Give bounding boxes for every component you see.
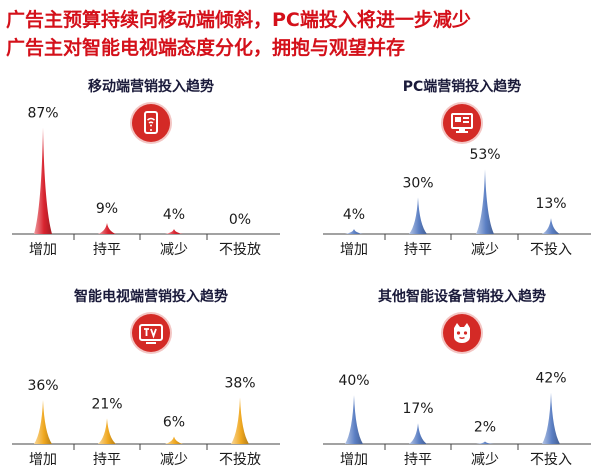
bar-mark (34, 400, 52, 444)
data-label: 9% (96, 201, 118, 217)
bar-mark (345, 229, 363, 234)
category-label: 增加 (29, 242, 57, 258)
category-label: 增加 (340, 452, 368, 468)
data-label: 36% (27, 378, 58, 394)
robot-icon (443, 314, 481, 352)
smartphone-icon (132, 104, 170, 142)
category-label: 增加 (29, 452, 57, 468)
category-label: 减少 (471, 242, 499, 258)
category-label: 不投入 (530, 242, 572, 258)
category-label: 减少 (160, 452, 188, 468)
category-label: 不投放 (219, 452, 261, 468)
bar-mark (476, 441, 494, 444)
mobile-panel: 移动端营销投入趋势 87% 增加 9% 持平 4% 减少 0% 不投放 (6, 76, 296, 262)
other-devices-chart-title: 其他智能设备营销投入趋势 (378, 289, 546, 305)
bar-mark (409, 423, 427, 444)
headline-line-2: 广告主对智能电视端态度分化，拥抱与观望并存 (6, 37, 406, 59)
tv-panel: 智能电视端营销投入趋势 36% 增加 21% 持平 6% 减少 38% 不投放 (6, 286, 296, 472)
data-label: 30% (402, 175, 433, 191)
bar-mark (98, 223, 116, 234)
category-label: 不投放 (219, 242, 261, 258)
data-label: 4% (163, 207, 185, 223)
data-label: 21% (91, 396, 122, 412)
category-label: 持平 (404, 452, 432, 468)
pc-chart-title: PC端营销投入趋势 (402, 79, 522, 95)
monitor-icon (443, 104, 481, 142)
data-label: 38% (224, 376, 255, 392)
data-label: 4% (343, 207, 365, 223)
mobile-chart: 87% 增加 9% 持平 4% 减少 0% 不投放 (12, 106, 280, 258)
data-label: 13% (535, 196, 566, 212)
bar-mark (165, 229, 183, 234)
category-label: 不投入 (530, 452, 572, 468)
other-devices-panel: 其他智能设备营销投入趋势 40% 增加 17% 持平 2% 减少 42% 不投入 (317, 286, 607, 472)
data-label: 0% (229, 212, 251, 228)
pc-panel: PC端营销投入趋势 4% 增加 30% 持平 53% 减少 13% 不投入 (317, 76, 607, 262)
data-label: 87% (27, 106, 58, 122)
mobile-chart-title: 移动端营销投入趋势 (88, 79, 214, 95)
category-label: 增加 (340, 242, 368, 258)
category-label: 持平 (404, 242, 432, 258)
bar-mark (165, 436, 183, 444)
pc-chart: 4% 增加 30% 持平 53% 减少 13% 不投入 (323, 147, 591, 258)
data-label: 42% (535, 371, 566, 387)
data-label: 2% (474, 420, 496, 436)
bar-mark (409, 197, 427, 234)
bar-mark (34, 127, 52, 234)
bar-mark (345, 395, 363, 444)
bar-mark (542, 392, 560, 444)
category-label: 持平 (93, 242, 121, 258)
bar-mark (542, 218, 560, 234)
data-label: 53% (469, 147, 500, 163)
category-label: 减少 (471, 452, 499, 468)
data-label: 6% (163, 415, 185, 431)
data-label: 17% (402, 401, 433, 417)
category-label: 减少 (160, 242, 188, 258)
bar-mark (231, 397, 249, 444)
bar-mark (98, 418, 116, 444)
headline-line-1: 广告主预算持续向移动端倾斜，PC端投入将进一步减少 (6, 9, 471, 31)
category-label: 持平 (93, 452, 121, 468)
tv-icon (132, 314, 170, 352)
tv-chart-title: 智能电视端营销投入趋势 (74, 289, 228, 305)
bar-mark (476, 169, 494, 234)
tv-chart: 36% 增加 21% 持平 6% 减少 38% 不投放 (12, 376, 280, 468)
other-devices-chart: 40% 增加 17% 持平 2% 减少 42% 不投入 (323, 371, 591, 468)
data-label: 40% (338, 373, 369, 389)
